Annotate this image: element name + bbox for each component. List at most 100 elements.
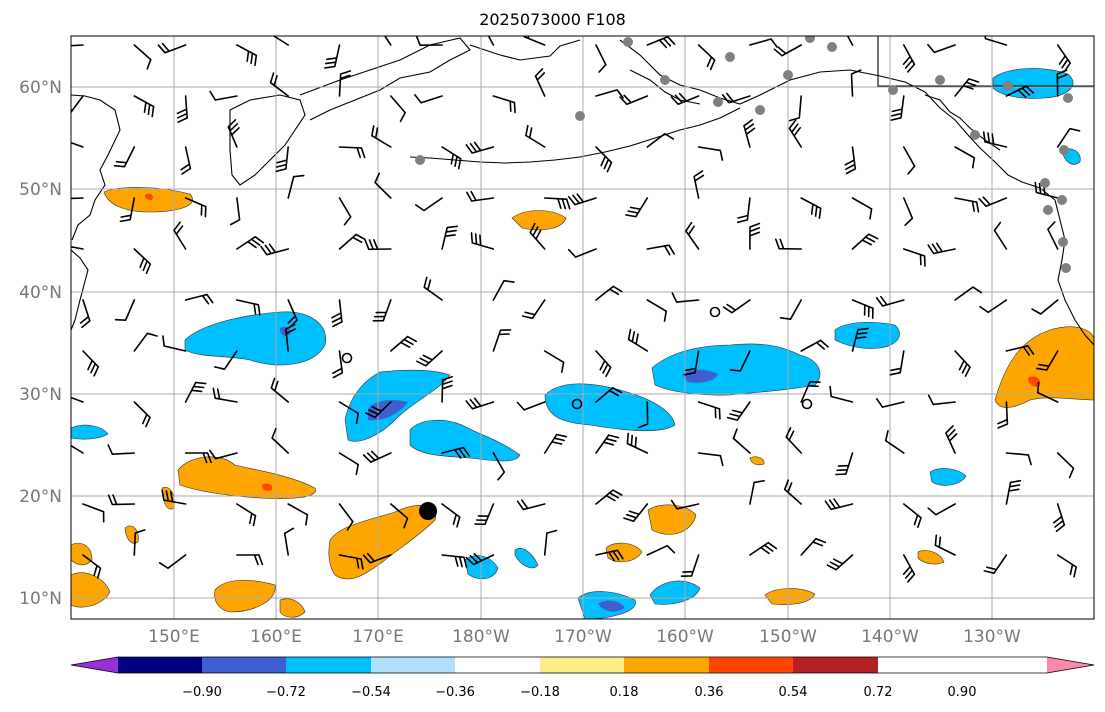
- wind-barb: [236, 299, 261, 316]
- colorbar-segment: [118, 657, 202, 673]
- wind-barb: [984, 36, 1008, 46]
- wind-barb: [338, 554, 364, 570]
- wind-barb: [1005, 85, 1035, 98]
- wind-barb: [107, 444, 136, 455]
- wind-barb: [684, 350, 700, 376]
- colorbar-tick-label: 0.90: [948, 685, 977, 700]
- wind-barbs: [71, 36, 1081, 583]
- positive-anomaly-region: [177, 456, 316, 499]
- wind-barb: [543, 433, 568, 454]
- alaska-coastline: [619, 39, 1056, 201]
- storm-center-marker: [419, 502, 437, 520]
- lat-label: 10°N: [19, 589, 62, 609]
- wind-barb: [523, 36, 546, 46]
- map-area: [71, 36, 1094, 619]
- wind-barb: [697, 146, 724, 161]
- wind-barb: [521, 299, 546, 320]
- wind-barb: [785, 427, 802, 454]
- wind-barb: [1056, 554, 1077, 578]
- wind-barb: [595, 387, 623, 403]
- wind-barb: [176, 95, 188, 123]
- wind-barb: [595, 350, 612, 378]
- wind-barb: [227, 119, 240, 148]
- wind-barb: [212, 387, 238, 403]
- colorbar-outline: [70, 656, 1095, 674]
- wind-barb: [236, 503, 257, 527]
- wind-barb: [721, 92, 751, 104]
- wind-barb: [829, 385, 854, 403]
- wind-barb: [646, 132, 675, 148]
- wind-barb: [595, 146, 613, 173]
- positive-anomaly-core: [262, 483, 273, 491]
- lon-label: 150°W: [759, 627, 817, 647]
- wind-barb: [133, 248, 152, 275]
- wind-barb: [283, 527, 295, 556]
- wind-barb: [492, 452, 506, 481]
- wind-barb: [627, 328, 649, 352]
- wind-barb: [844, 146, 857, 175]
- wind-barb: [876, 398, 905, 408]
- wind-barb: [626, 432, 649, 454]
- wind-barb: [338, 452, 359, 476]
- wind-barb: [670, 499, 700, 510]
- wind-barb: [927, 503, 956, 516]
- wind-barb: [492, 329, 512, 352]
- wind-barb: [441, 554, 468, 568]
- wind-barb: [749, 38, 778, 48]
- wind-barb: [685, 221, 700, 250]
- wind-barb: [415, 197, 443, 212]
- wind-barb: [275, 146, 289, 173]
- wind-barb: [465, 397, 495, 410]
- wind-barb: [619, 94, 649, 106]
- chukotka-coastline: [469, 39, 581, 61]
- wind-barb: [693, 170, 705, 199]
- wind-barb: [465, 553, 495, 566]
- wind-barb: [338, 503, 354, 531]
- wind-barb: [271, 427, 289, 454]
- colorbar-tick-label: 0.72: [864, 685, 893, 700]
- wind-barb: [646, 544, 676, 556]
- wind-barb: [71, 444, 84, 454]
- wind-barb: [890, 95, 905, 121]
- wind-barb: [1005, 345, 1035, 356]
- wind-barb: [903, 146, 916, 175]
- wind-barb: [272, 36, 289, 46]
- positive-anomaly-region: [103, 187, 193, 213]
- wind-barb: [423, 276, 443, 301]
- negative-anomaly-region: [544, 383, 676, 432]
- wind-barb: [441, 146, 462, 170]
- wind-barb: [492, 95, 516, 114]
- wind-barb: [364, 239, 392, 251]
- wind-barb: [623, 503, 649, 522]
- wind-barb: [736, 197, 751, 224]
- wind-barb: [671, 292, 700, 303]
- wind-barb: [133, 44, 152, 70]
- positive-anomaly-region: [71, 542, 93, 566]
- positive-anomaly-region: [328, 505, 437, 580]
- colorbar-tick-label: −0.72: [266, 685, 306, 700]
- wind-barb: [1056, 69, 1068, 97]
- wind-barb: [983, 554, 1008, 574]
- lat-label: 60°N: [19, 78, 62, 98]
- wind-barb: [287, 503, 309, 526]
- lon-label: 160°E: [250, 627, 302, 647]
- wind-barb: [982, 131, 1008, 148]
- wind-barb: [697, 44, 716, 71]
- wind-barb: [729, 350, 751, 372]
- kamchatka-coastline: [229, 94, 306, 186]
- negative-anomaly-core: [280, 326, 291, 336]
- wind-barb: [595, 285, 623, 301]
- wind-barb: [749, 222, 761, 250]
- wind-barb: [71, 396, 84, 403]
- wind-barb: [371, 125, 392, 148]
- negative-anomaly-region: [929, 468, 967, 486]
- aleutian-islands: [409, 107, 741, 164]
- wind-barb: [903, 248, 926, 267]
- station-markers: [415, 36, 1073, 273]
- colorbar-tick-label: 0.54: [779, 685, 808, 700]
- wind-barb: [71, 95, 84, 114]
- wind-barb: [800, 381, 821, 403]
- wind-barb: [1036, 350, 1059, 371]
- bc-coastline: [1054, 199, 1094, 346]
- wind-barb: [133, 401, 151, 428]
